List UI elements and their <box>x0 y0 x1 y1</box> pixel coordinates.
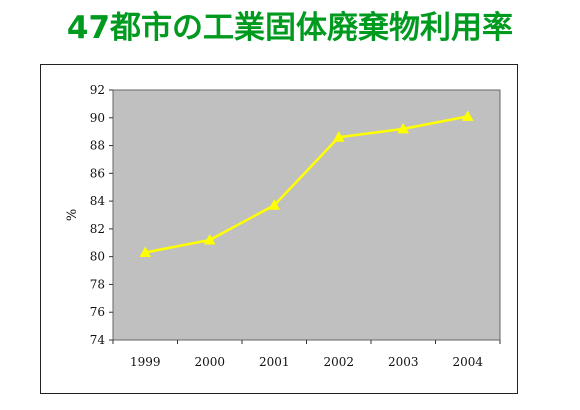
data-point-marker <box>461 110 474 121</box>
data-point-marker <box>397 122 410 134</box>
data-point-marker <box>139 246 152 257</box>
data-point-marker <box>332 131 345 142</box>
y-tick-label: 74 <box>90 333 106 347</box>
x-tick-label: 1999 <box>130 355 161 369</box>
x-tick-label: 2004 <box>452 355 483 369</box>
y-tick-label: 82 <box>90 222 105 236</box>
data-point-marker <box>268 199 281 210</box>
y-tick-label: 84 <box>90 194 106 208</box>
x-tick-label: 2003 <box>388 355 419 369</box>
x-tick-label: 2001 <box>259 355 290 369</box>
y-tick-label: 76 <box>90 305 105 319</box>
y-tick-label: 92 <box>90 83 105 97</box>
x-tick-label: 2002 <box>323 355 354 369</box>
data-point-marker <box>203 233 216 245</box>
y-tick-label: 90 <box>90 111 105 125</box>
series-line <box>145 115 468 254</box>
y-axis-label: % <box>65 209 80 221</box>
x-tick-label: 2000 <box>194 355 225 369</box>
slide-title: 47都市の工業固体廃棄物利用率 <box>66 10 514 46</box>
y-tick-label: 86 <box>90 166 105 180</box>
y-tick-label: 88 <box>90 139 105 153</box>
y-tick-label: 80 <box>90 250 105 264</box>
plot-area <box>112 89 501 341</box>
y-tick-label: 78 <box>90 277 105 291</box>
